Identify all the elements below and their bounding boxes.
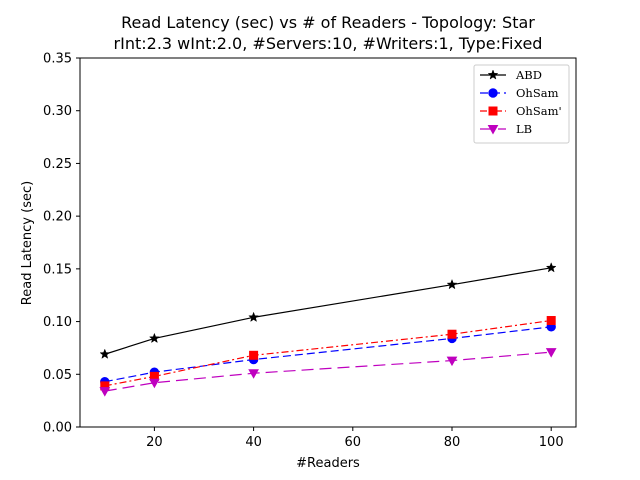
series-ohsam- [100,316,556,391]
legend: ABD OhSam OhSam' LB [473,64,570,144]
y-axis-label: Read Latency (sec) [20,181,35,305]
y-tick-label: 0.00 [43,421,72,436]
x-tick-label: 60 [345,435,362,450]
legend-item: LB [480,122,532,136]
x-tick-label: 100 [539,435,564,450]
legend-marker [487,69,499,80]
data-point [99,348,111,359]
y-tick-label: 0.30 [43,104,72,119]
data-point [249,350,259,360]
data-point [248,369,259,379]
series-abd [99,262,557,359]
data-point [546,316,556,326]
data-point [447,329,457,339]
y-tick-label: 0.25 [43,157,72,172]
axes-frame [79,57,577,428]
legend-marker [487,125,499,135]
y-tick-label: 0.20 [43,210,72,225]
y-tick-label: 0.35 [43,52,72,67]
data-point [545,348,557,358]
data-point [148,332,160,344]
data-point [149,378,160,389]
chart-subtitle: rInt:2.3 wInt:2.0, #Servers:10, #Writers… [114,34,543,53]
legend-item: OhSam' [480,104,562,118]
legend-label: OhSam [516,86,559,100]
legend-marker [488,88,498,98]
legend-box [473,64,570,144]
chart-title: Read Latency (sec) vs # of Readers - Top… [121,13,535,32]
legend-marker [488,106,498,116]
data-point [99,387,111,397]
legend-label: LB [516,122,532,136]
data-point [446,356,458,367]
x-tick-label: 40 [245,435,262,450]
y-tick-label: 0.15 [43,262,72,277]
data-point [545,262,557,273]
x-axis-label: #Readers [296,456,360,471]
legend-label: ABD [515,68,542,82]
data-point [248,311,260,322]
y-tick-label: 0.05 [43,368,72,383]
data-point [446,278,458,290]
x-tick-label: 20 [146,435,163,450]
legend-item: OhSam [480,86,559,100]
y-tick-label: 0.10 [43,315,72,330]
series-lb [99,348,557,397]
legend-item: ABD [480,68,542,82]
legend-label: OhSam' [516,104,562,118]
x-tick-label: 80 [444,435,461,450]
